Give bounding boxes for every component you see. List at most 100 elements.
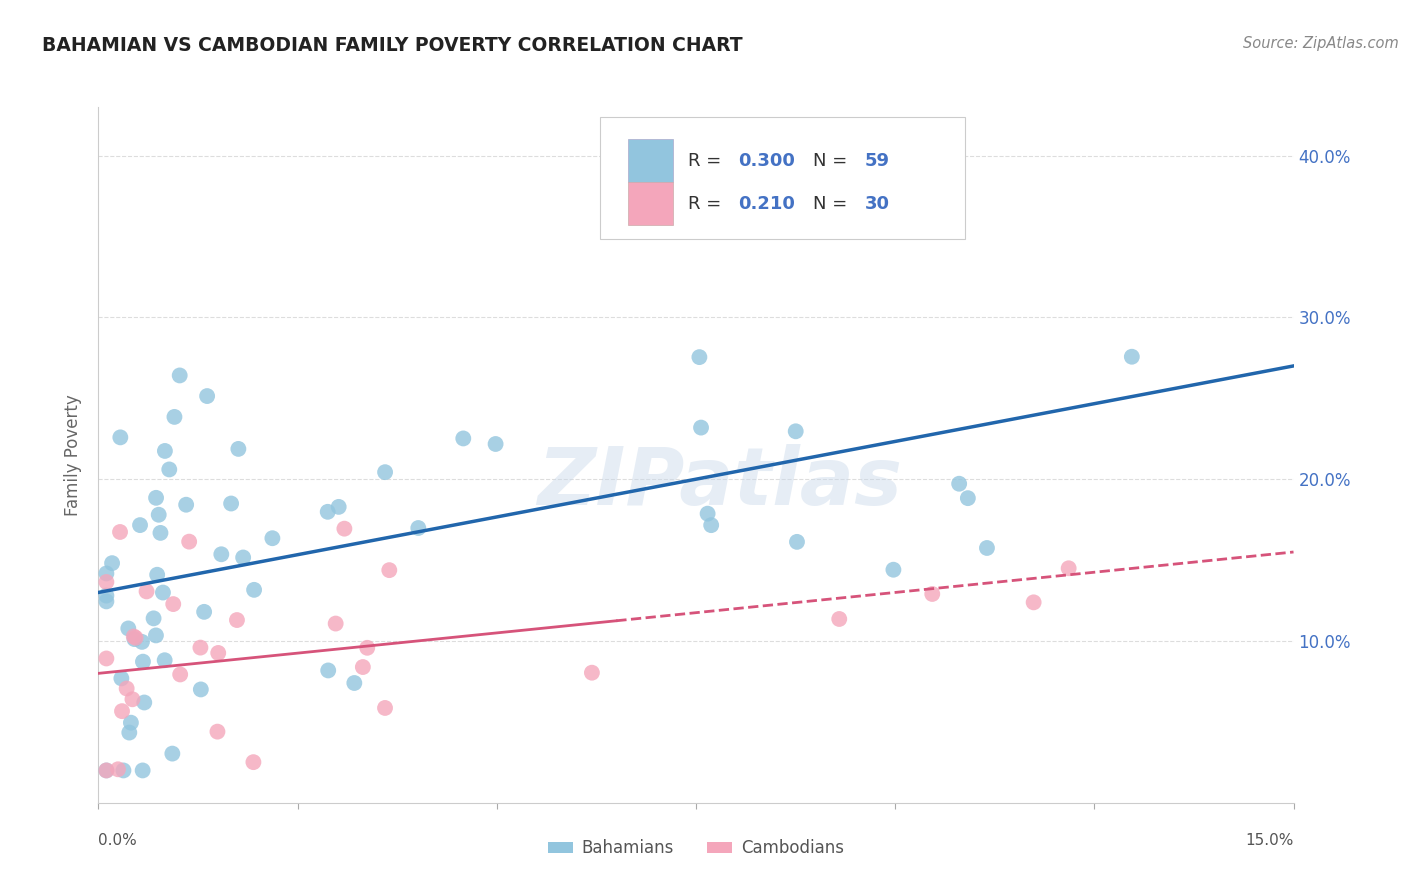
Point xyxy=(117,622,139,636)
FancyBboxPatch shape xyxy=(628,182,673,226)
Point xyxy=(149,525,172,540)
Text: 59: 59 xyxy=(865,153,890,170)
Point xyxy=(131,764,153,778)
Point xyxy=(157,462,180,476)
Text: N =: N = xyxy=(813,195,853,213)
Point xyxy=(232,550,254,565)
Point xyxy=(108,524,131,539)
Point xyxy=(96,574,118,589)
Legend: Bahamians, Cambodians: Bahamians, Cambodians xyxy=(541,833,851,864)
Text: R =: R = xyxy=(688,153,727,170)
Point xyxy=(195,389,218,403)
Point xyxy=(169,368,191,383)
Point xyxy=(96,594,118,608)
Point xyxy=(262,531,284,545)
Point xyxy=(921,587,943,601)
Point xyxy=(96,589,118,603)
Point xyxy=(688,350,710,364)
Point xyxy=(118,725,141,739)
Point xyxy=(96,651,118,665)
Point xyxy=(374,465,396,479)
Point xyxy=(408,521,430,535)
Point xyxy=(228,442,250,456)
Y-axis label: Family Poverty: Family Poverty xyxy=(65,394,83,516)
Point xyxy=(193,605,215,619)
Point xyxy=(378,563,401,577)
Point xyxy=(696,507,718,521)
Point xyxy=(207,646,229,660)
Point xyxy=(169,667,191,681)
Point xyxy=(356,640,378,655)
Point xyxy=(96,566,118,581)
Point xyxy=(343,676,366,690)
Point xyxy=(163,409,186,424)
Point xyxy=(121,692,143,706)
FancyBboxPatch shape xyxy=(600,118,965,239)
Point xyxy=(219,496,242,510)
Point xyxy=(1057,561,1080,575)
Point xyxy=(242,755,264,769)
Point xyxy=(226,613,249,627)
Point xyxy=(976,541,998,555)
Point xyxy=(153,653,176,667)
Point xyxy=(352,660,374,674)
Point xyxy=(243,582,266,597)
Point xyxy=(107,762,129,776)
Text: R =: R = xyxy=(688,195,733,213)
Point xyxy=(148,508,170,522)
Point xyxy=(1022,595,1045,609)
Point xyxy=(453,432,475,446)
Point xyxy=(152,585,174,599)
Text: 0.300: 0.300 xyxy=(738,153,794,170)
Point xyxy=(190,682,212,697)
Text: ZIPatlas: ZIPatlas xyxy=(537,443,903,522)
Point xyxy=(786,534,808,549)
Point xyxy=(146,567,169,582)
Point xyxy=(209,547,232,561)
Point xyxy=(111,704,134,718)
Point xyxy=(129,518,152,533)
Point xyxy=(134,696,156,710)
Point xyxy=(828,612,851,626)
Point xyxy=(316,664,339,678)
Point xyxy=(1121,350,1143,364)
Point xyxy=(142,611,165,625)
Point xyxy=(325,616,347,631)
Point xyxy=(135,584,157,599)
Point xyxy=(131,635,153,649)
Point xyxy=(122,630,145,644)
Text: Source: ZipAtlas.com: Source: ZipAtlas.com xyxy=(1243,36,1399,51)
Point xyxy=(162,747,184,761)
Point xyxy=(207,724,229,739)
Point xyxy=(96,764,118,778)
Point xyxy=(956,491,979,505)
Point xyxy=(96,764,118,778)
Point xyxy=(581,665,603,680)
Point xyxy=(785,425,807,439)
Text: BAHAMIAN VS CAMBODIAN FAMILY POVERTY CORRELATION CHART: BAHAMIAN VS CAMBODIAN FAMILY POVERTY COR… xyxy=(42,36,742,54)
Point xyxy=(110,430,132,444)
Point xyxy=(120,715,142,730)
Point xyxy=(145,628,167,642)
Point xyxy=(162,597,184,611)
Point xyxy=(132,655,155,669)
Point xyxy=(153,444,176,458)
Point xyxy=(333,522,356,536)
Point xyxy=(948,476,970,491)
Point xyxy=(101,556,124,570)
Text: 0.0%: 0.0% xyxy=(98,833,138,848)
FancyBboxPatch shape xyxy=(628,139,673,182)
Point xyxy=(328,500,350,514)
Text: 15.0%: 15.0% xyxy=(1246,833,1294,848)
Point xyxy=(115,681,138,696)
Point xyxy=(374,701,396,715)
Text: N =: N = xyxy=(813,153,853,170)
Text: 0.210: 0.210 xyxy=(738,195,794,213)
Point xyxy=(484,437,506,451)
Point xyxy=(145,491,167,505)
Point xyxy=(690,420,713,434)
Point xyxy=(190,640,212,655)
Point xyxy=(174,498,197,512)
Point xyxy=(112,764,135,778)
Point xyxy=(124,631,146,645)
